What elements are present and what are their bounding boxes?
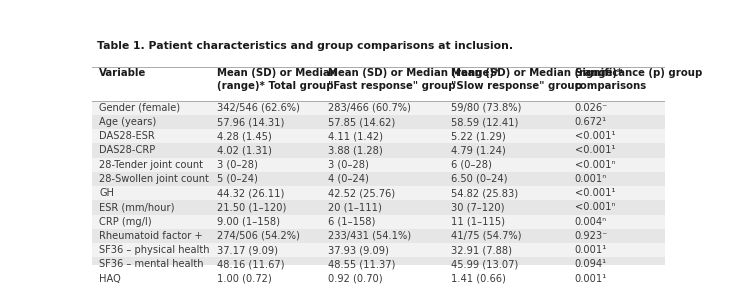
Bar: [92, 200, 665, 215]
Text: 58.59 (12.41): 58.59 (12.41): [452, 117, 519, 127]
Text: 11 (1–115): 11 (1–115): [452, 217, 505, 226]
Bar: [92, 229, 665, 243]
Text: 45.99 (13.07): 45.99 (13.07): [452, 259, 519, 269]
Text: 44.32 (26.11): 44.32 (26.11): [217, 188, 284, 198]
Text: Mean (SD) or Median (range)*
"Slow response" group: Mean (SD) or Median (range)* "Slow respo…: [452, 68, 623, 91]
Bar: [92, 143, 665, 158]
Text: DAS28-CRP: DAS28-CRP: [99, 145, 155, 156]
Text: 32.91 (7.88): 32.91 (7.88): [452, 245, 512, 255]
Text: 30 (7–120): 30 (7–120): [452, 202, 505, 212]
Text: 0.004ⁿ: 0.004ⁿ: [575, 217, 607, 226]
Text: 0.094¹: 0.094¹: [575, 259, 607, 269]
Text: 28-Tender joint count: 28-Tender joint count: [99, 160, 203, 170]
Text: 5 (0–24): 5 (0–24): [217, 174, 257, 184]
Text: 0.026⁻: 0.026⁻: [575, 103, 608, 113]
Text: 37.17 (9.09): 37.17 (9.09): [217, 245, 278, 255]
Text: Age (years): Age (years): [99, 117, 157, 127]
Text: 4.11 (1.42): 4.11 (1.42): [328, 131, 384, 141]
Bar: [92, 67, 665, 101]
Text: HAQ: HAQ: [99, 274, 121, 283]
Text: 1.41 (0.66): 1.41 (0.66): [452, 274, 506, 283]
Bar: [92, 186, 665, 200]
Text: Mean (SD) or Median
(range)* Total group: Mean (SD) or Median (range)* Total group: [217, 68, 337, 91]
Text: 9.00 (1–158): 9.00 (1–158): [217, 217, 279, 226]
Text: 3 (0–28): 3 (0–28): [328, 160, 370, 170]
Bar: [92, 243, 665, 257]
Text: 0.001ⁿ: 0.001ⁿ: [575, 174, 607, 184]
Text: 6.50 (0–24): 6.50 (0–24): [452, 174, 508, 184]
Text: 20 (1–111): 20 (1–111): [328, 202, 382, 212]
Text: 42.52 (25.76): 42.52 (25.76): [328, 188, 395, 198]
Text: Rheumatoid factor +: Rheumatoid factor +: [99, 231, 203, 241]
Text: 233/431 (54.1%): 233/431 (54.1%): [328, 231, 412, 241]
Text: <0.001ⁿ: <0.001ⁿ: [575, 202, 615, 212]
Bar: [92, 101, 665, 115]
Text: <0.001¹: <0.001¹: [575, 131, 615, 141]
Bar: [92, 158, 665, 172]
Text: 0.672¹: 0.672¹: [575, 117, 607, 127]
Text: Table 1. Patient characteristics and group comparisons at inclusion.: Table 1. Patient characteristics and gro…: [97, 41, 513, 52]
Text: Significance (p) group
comparisons: Significance (p) group comparisons: [575, 68, 702, 91]
Text: Variable: Variable: [99, 68, 146, 78]
Bar: [92, 129, 665, 143]
Text: 54.82 (25.83): 54.82 (25.83): [452, 188, 519, 198]
Text: 57.85 (14.62): 57.85 (14.62): [328, 117, 395, 127]
Text: 4 (0–24): 4 (0–24): [328, 174, 370, 184]
Text: 3.88 (1.28): 3.88 (1.28): [328, 145, 383, 156]
Text: 41/75 (54.7%): 41/75 (54.7%): [452, 231, 522, 241]
Text: 6 (1–158): 6 (1–158): [328, 217, 375, 226]
Text: 21.50 (1–120): 21.50 (1–120): [217, 202, 286, 212]
Text: 0.923⁻: 0.923⁻: [575, 231, 608, 241]
Text: SF36 – mental health: SF36 – mental health: [99, 259, 204, 269]
Text: 0.92 (0.70): 0.92 (0.70): [328, 274, 383, 283]
Text: 283/466 (60.7%): 283/466 (60.7%): [328, 103, 411, 113]
Text: 6 (0–28): 6 (0–28): [452, 160, 492, 170]
Text: 48.55 (11.37): 48.55 (11.37): [328, 259, 395, 269]
Bar: [92, 271, 665, 286]
Bar: [92, 215, 665, 229]
Bar: [92, 115, 665, 129]
Text: 0.001¹: 0.001¹: [575, 274, 607, 283]
Text: Gender (female): Gender (female): [99, 103, 180, 113]
Text: DAS28-ESR: DAS28-ESR: [99, 131, 155, 141]
Text: 4.02 (1.31): 4.02 (1.31): [217, 145, 271, 156]
Text: Mean (SD) or Median (range)*
"Fast response" group: Mean (SD) or Median (range)* "Fast respo…: [328, 68, 500, 91]
Text: 48.16 (11.67): 48.16 (11.67): [217, 259, 285, 269]
Bar: [92, 172, 665, 186]
Text: 0.001¹: 0.001¹: [575, 245, 607, 255]
Text: <0.001¹: <0.001¹: [575, 188, 615, 198]
Bar: [92, 257, 665, 271]
Text: <0.001ⁿ: <0.001ⁿ: [575, 160, 615, 170]
Text: 28-Swollen joint count: 28-Swollen joint count: [99, 174, 209, 184]
Text: 342/546 (62.6%): 342/546 (62.6%): [217, 103, 299, 113]
Text: 274/506 (54.2%): 274/506 (54.2%): [217, 231, 299, 241]
Text: 1.00 (0.72): 1.00 (0.72): [217, 274, 271, 283]
Text: 59/80 (73.8%): 59/80 (73.8%): [452, 103, 522, 113]
Text: 37.93 (9.09): 37.93 (9.09): [328, 245, 389, 255]
Text: CRP (mg/l): CRP (mg/l): [99, 217, 152, 226]
Text: 3 (0–28): 3 (0–28): [217, 160, 257, 170]
Text: SF36 – physical health: SF36 – physical health: [99, 245, 210, 255]
Text: GH: GH: [99, 188, 115, 198]
Text: 4.79 (1.24): 4.79 (1.24): [452, 145, 506, 156]
Text: 4.28 (1.45): 4.28 (1.45): [217, 131, 271, 141]
Text: 5.22 (1.29): 5.22 (1.29): [452, 131, 506, 141]
Text: ESR (mm/hour): ESR (mm/hour): [99, 202, 174, 212]
Text: <0.001¹: <0.001¹: [575, 145, 615, 156]
Text: 57.96 (14.31): 57.96 (14.31): [217, 117, 284, 127]
